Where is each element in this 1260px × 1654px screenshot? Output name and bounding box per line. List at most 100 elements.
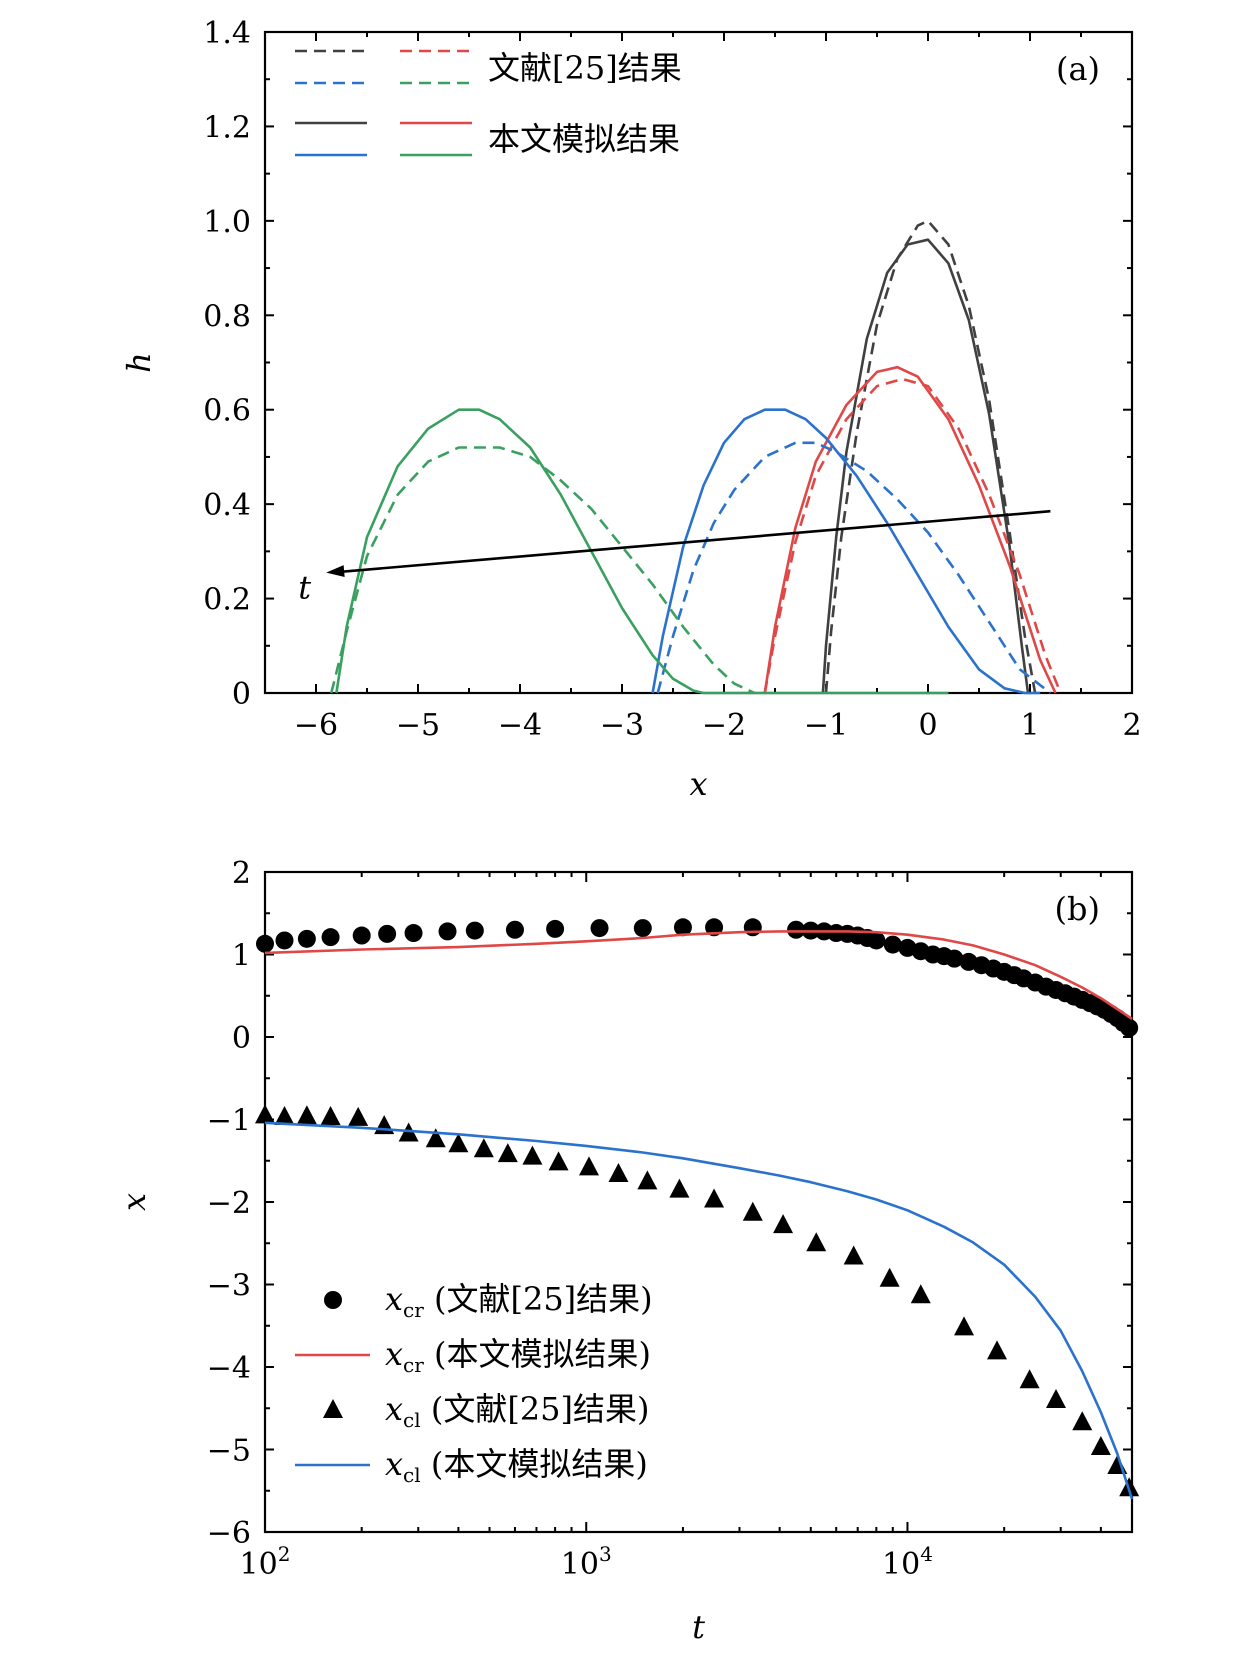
blue-solid-line	[651, 408, 1041, 695]
panel-a-chart: −6 −5 −4 −3 −2 −1 0 1 2 0 0.2 0.4 0.6 0.8 1.0 1.2 1.4 x h t…	[120, 16, 1142, 803]
xcr-ref-marker	[787, 920, 806, 939]
time-arrow-shaft	[336, 509, 1051, 574]
legend-text: (文献[25]结果)	[421, 1390, 650, 1428]
xcl-ref-marker	[320, 1106, 341, 1126]
legend-var: x	[385, 1280, 403, 1318]
x-tick-label: −2	[702, 708, 746, 743]
y-axis-label: x	[115, 1193, 153, 1211]
legend-entry-label: xcl (本文模拟结果)	[385, 1445, 648, 1487]
legend-var: x	[385, 1335, 403, 1373]
xcl-ref-marker	[669, 1178, 690, 1198]
xcl-ref-marker	[704, 1188, 725, 1208]
panel-label: (b)	[1055, 890, 1100, 928]
xcl-ref-marker	[274, 1106, 295, 1126]
x-tick-label: −4	[498, 708, 542, 743]
red-solid-line	[763, 365, 1057, 694]
xcl-ref-marker	[448, 1133, 469, 1153]
x-tick-label: 103	[561, 1542, 612, 1582]
xcl-ref-marker	[1046, 1389, 1067, 1408]
legend-ref-label: 文献[25]结果	[488, 49, 682, 87]
black-dashed-line	[824, 219, 1037, 694]
x-tick-label: −6	[294, 708, 338, 743]
xcr-ref-marker	[275, 931, 294, 950]
xcl-ref-marker	[637, 1170, 658, 1190]
xcr-ref-marker	[465, 921, 484, 940]
xcr-ref-marker	[378, 924, 397, 943]
xcl-sim-line	[264, 1121, 1134, 1500]
xcl-ref-marker	[348, 1106, 369, 1126]
xcr-ref-marker	[546, 919, 565, 938]
xcl-ref-marker	[1090, 1436, 1111, 1456]
legend-var: x	[385, 1445, 403, 1483]
y-tick-label: −6	[207, 1516, 251, 1551]
y-tick-label: 0.8	[203, 299, 251, 334]
black-solid-line	[821, 238, 1030, 694]
y-tick-label: 0.2	[203, 583, 251, 618]
x-tick-label: 0	[918, 708, 937, 743]
blue-dashed-line	[656, 441, 1052, 695]
legend-text: (文献[25]结果)	[424, 1280, 653, 1318]
red-dashed-line	[763, 377, 1062, 694]
xcl-ref-marker	[374, 1115, 395, 1135]
legend-subscript: cl	[403, 1463, 421, 1487]
x-tick-label: −5	[396, 708, 440, 743]
y-tick-label: −4	[207, 1351, 251, 1386]
xcr-ref-marker	[590, 919, 609, 938]
xcr-ref-marker	[867, 931, 886, 950]
xcr-ref-marker	[1120, 1018, 1139, 1037]
x-tick-label: −3	[600, 708, 644, 743]
xcr-ref-marker	[256, 934, 274, 953]
y-tick-label: 2	[232, 856, 251, 891]
xcl-ref-marker	[1072, 1411, 1093, 1431]
legend: xcr (文献[25]结果)xcr (本文模拟结果)xcl (文献[25]结果)…	[295, 1280, 653, 1487]
xcl-ref-marker	[773, 1214, 794, 1234]
xcr-ref-marker	[321, 928, 340, 947]
legend-sim-label: 本文模拟结果	[488, 120, 680, 158]
xcl-ref-marker	[1019, 1369, 1040, 1389]
x-tick-label: 104	[882, 1542, 933, 1582]
y-tick-label: 0.4	[203, 488, 251, 523]
xcl-ref-marker	[843, 1245, 864, 1265]
xcl-ref-marker	[954, 1316, 975, 1336]
xcl-ref-marker	[473, 1138, 494, 1158]
xcl-ref-marker	[879, 1267, 900, 1287]
x-tick-exponent: 3	[599, 1542, 612, 1566]
plot-frame	[263, 30, 1134, 695]
y-tick-label: 0.6	[203, 394, 251, 429]
x-axis-label: x	[689, 765, 707, 803]
x-tick-label: 2	[1122, 708, 1141, 743]
legend-entry-label: xcl (文献[25]结果)	[385, 1390, 650, 1432]
y-tick-label: −5	[207, 1434, 251, 1469]
time-arrow-head	[326, 565, 345, 578]
green-dashed-line	[330, 446, 756, 695]
xcr-ref-marker	[883, 935, 902, 954]
x-tick-label: 102	[240, 1542, 291, 1582]
legend-text: (本文模拟结果)	[424, 1335, 651, 1373]
xcl-ref-marker	[578, 1156, 599, 1176]
xcr-ref-marker	[705, 918, 724, 937]
xcr-ref-marker	[673, 918, 692, 937]
legend-subscript: cr	[403, 1298, 424, 1322]
x-tick-label: 1	[1020, 708, 1039, 743]
xcr-sim-line	[264, 930, 1133, 1020]
legend-var: x	[385, 1390, 403, 1428]
x-tick-base: 10	[882, 1547, 920, 1582]
y-tick-label: 1.2	[203, 110, 251, 145]
xcl-ref-marker	[742, 1201, 763, 1221]
xcl-ref-marker	[296, 1105, 317, 1125]
x-tick-label: −1	[804, 708, 848, 743]
xcr-ref-marker	[505, 920, 524, 939]
xcl-ref-marker	[255, 1104, 275, 1124]
y-axis-label: h	[120, 352, 158, 373]
y-tick-label: 1.0	[203, 205, 251, 240]
legend-circle-marker	[324, 1291, 342, 1309]
legend-triangle-marker	[323, 1399, 343, 1418]
x-tick-base: 10	[240, 1547, 278, 1582]
y-tick-label: −3	[207, 1269, 251, 1304]
xcr-ref-marker	[438, 922, 457, 941]
y-tick-label: 0	[232, 1021, 251, 1056]
xcl-ref-marker	[548, 1151, 569, 1171]
xcr-ref-marker	[945, 949, 964, 968]
